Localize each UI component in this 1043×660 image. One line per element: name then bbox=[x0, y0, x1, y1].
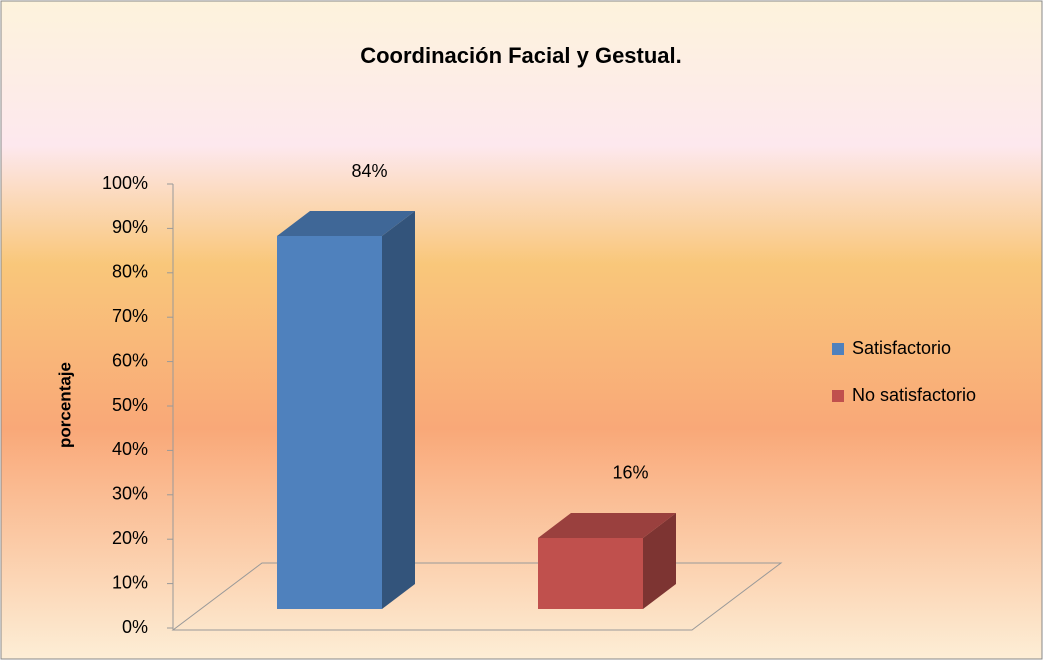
bar bbox=[538, 512, 676, 609]
bar-front bbox=[538, 537, 643, 609]
legend-swatch bbox=[832, 390, 844, 402]
y-tick-label: 60% bbox=[112, 350, 148, 370]
y-tick-label: 30% bbox=[112, 484, 148, 504]
bar-side bbox=[382, 211, 415, 610]
bar-top bbox=[538, 512, 676, 538]
y-tick-label: 50% bbox=[112, 395, 148, 415]
bar-front bbox=[277, 236, 382, 610]
data-label: 16% bbox=[612, 463, 648, 483]
bar bbox=[277, 211, 415, 610]
y-tick-label: 40% bbox=[112, 439, 148, 459]
y-tick-label: 0% bbox=[122, 617, 148, 637]
y-axis-label: porcentaje bbox=[55, 362, 74, 448]
y-tick-label: 100% bbox=[102, 173, 148, 193]
y-tick-label: 80% bbox=[112, 262, 148, 282]
legend-swatch bbox=[832, 343, 844, 355]
chart-title: Coordinación Facial y Gestual. bbox=[360, 43, 682, 68]
legend-label: No satisfactorio bbox=[852, 385, 976, 405]
bar-side bbox=[643, 512, 676, 609]
floor bbox=[171, 562, 783, 631]
y-tick-label: 90% bbox=[112, 217, 148, 237]
y-tick-label: 20% bbox=[112, 528, 148, 548]
y-tick-label: 70% bbox=[112, 306, 148, 326]
legend-label: Satisfactorio bbox=[852, 338, 951, 358]
bar-top bbox=[277, 211, 415, 237]
y-tick-label: 10% bbox=[112, 572, 148, 592]
data-label: 84% bbox=[351, 161, 387, 181]
